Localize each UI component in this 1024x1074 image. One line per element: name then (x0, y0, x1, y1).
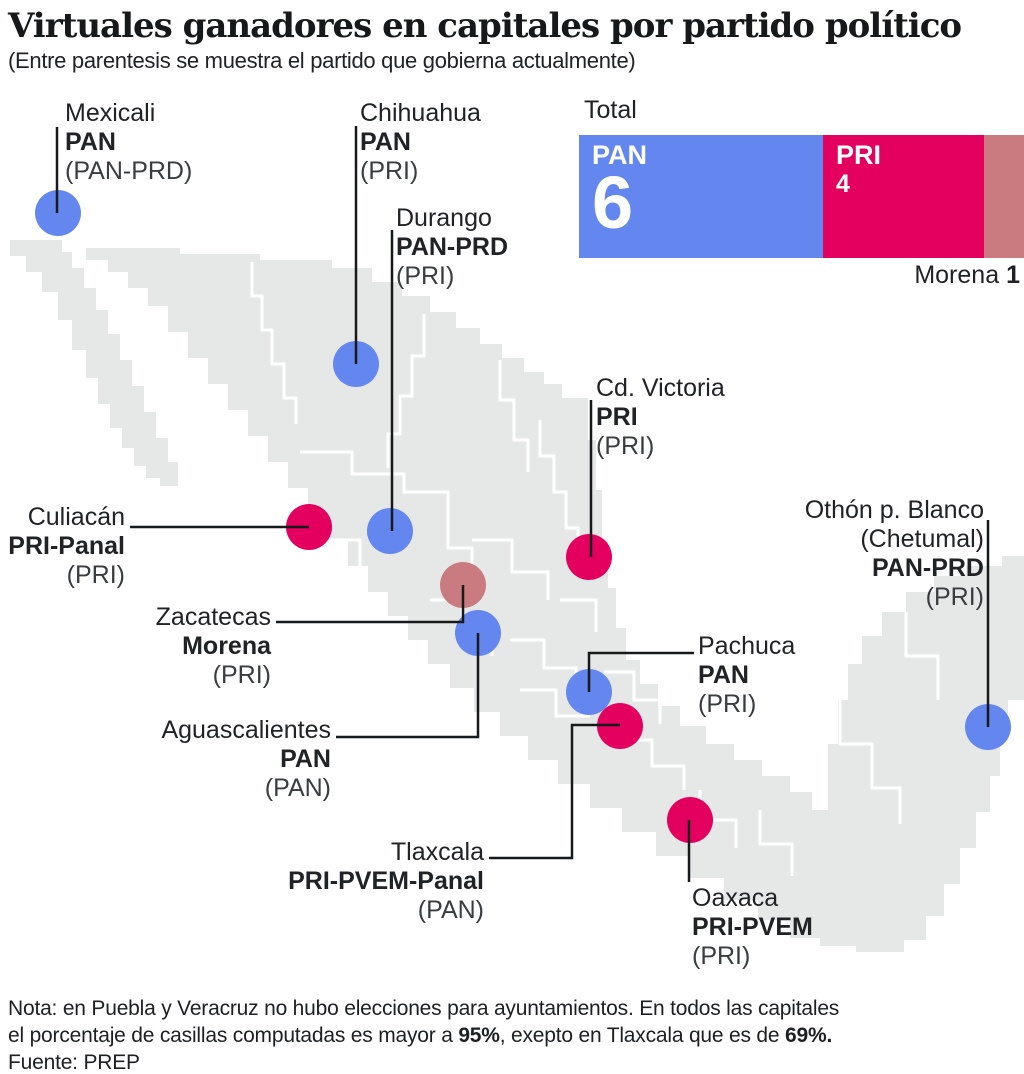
city-incumbent-party: (PRI) (66, 561, 125, 589)
bar-segment-pri: PRI 4 (823, 135, 984, 258)
city-name-alt: (Chetumal) (860, 525, 984, 553)
city-incumbent-party: (PRI) (360, 157, 419, 185)
city-name: Tlaxcala (390, 838, 484, 866)
city-incumbent-party: (PRI) (596, 432, 655, 460)
city-label-durango: Durango PAN-PRD (PRI) (396, 204, 508, 291)
footnote: Nota: en Puebla y Veracruz no hubo elecc… (8, 995, 839, 1074)
total-bar: PAN 6 PRI 4 (579, 135, 1024, 258)
baja-california-shape (10, 240, 178, 486)
city-winner-party: PAN (280, 745, 331, 773)
leader-lines (55, 126, 990, 882)
city-label-chihuahua: Chihuahua PAN (PRI) (360, 99, 481, 186)
bar-segment-pan-value: 6 (592, 161, 633, 245)
footnote-line1: Nota: en Puebla y Veracruz no hubo elecc… (8, 997, 840, 1020)
city-label-pachuca: Pachuca PAN (PRI) (698, 632, 795, 719)
bar-segment-morena (984, 135, 1024, 258)
city-name: Cd. Victoria (596, 374, 725, 402)
city-incumbent-party: (PRI) (925, 583, 984, 611)
morena-annotation: Morena 1 (914, 261, 1020, 290)
bar-segment-pan: PAN 6 (579, 135, 823, 258)
city-winner-party: PRI-PVEM (692, 913, 813, 941)
city-winner-party: PAN-PRD (396, 233, 509, 261)
city-incumbent-party: (PAN-PRD) (65, 157, 193, 185)
city-winner-party: PRI-PVEM-Panal (288, 867, 484, 895)
city-winner-party: PAN (360, 128, 411, 156)
city-winner-party: PRI (596, 403, 638, 431)
leader-tlaxcala (489, 723, 620, 860)
leader-zacatecas (276, 585, 465, 624)
page-subtitle: (Entre parentesis se muestra el partido … (8, 48, 636, 73)
source-line: Fuente: PREP (8, 1051, 140, 1074)
city-label-zacatecas: Zacatecas Morena (PRI) (156, 603, 271, 690)
city-name: Zacatecas (155, 603, 271, 631)
city-dot-durango (367, 508, 413, 554)
morena-annotation-label: Morena (914, 261, 1000, 289)
city-dot-cd-victoria (566, 534, 612, 580)
page-title: Virtuales ganadores en capitales por par… (8, 6, 962, 46)
footnote-line2: el porcentaje de casillas computadas es … (8, 1024, 833, 1047)
city-name: Pachuca (698, 632, 796, 660)
city-label-oaxaca: Oaxaca PRI-PVEM (PRI) (692, 884, 813, 971)
bar-segment-pri-label: PRI (836, 140, 882, 170)
city-label-tlaxcala: Tlaxcala PRI-PVEM-Panal (PAN) (288, 838, 484, 925)
city-name: Aguascalientes (161, 716, 331, 744)
city-name: Culiacán (27, 503, 125, 531)
mexico-mainland-shape (86, 248, 1024, 952)
leader-pachuca (587, 651, 694, 692)
leader-aguascalientes (336, 633, 480, 739)
city-label-othon-p-blanco: Othón p. Blanco (Chetumal) PAN-PRD (PRI) (805, 496, 984, 612)
city-label-culiacan: Culiacán PRI-Panal (PRI) (8, 503, 125, 590)
city-winner-party: PAN (698, 661, 749, 689)
city-winner-party: PRI-Panal (8, 532, 125, 560)
bar-segment-pan-label: PAN (592, 140, 648, 170)
bar-segment-pri-value: 4 (836, 170, 850, 199)
city-name: Oaxaca (692, 884, 779, 912)
city-name: Mexicali (65, 99, 156, 127)
city-name: Othón p. Blanco (804, 496, 984, 524)
city-winner-party: PAN-PRD (871, 554, 984, 582)
city-incumbent-party: (PRI) (396, 262, 455, 290)
city-winner-party: Morena (182, 632, 271, 660)
total-label: Total (584, 96, 637, 124)
morena-annotation-value: 1 (1006, 261, 1020, 289)
city-label-cd-victoria: Cd. Victoria PRI (PRI) (596, 374, 725, 461)
city-label-mexicali: Mexicali PAN (PAN-PRD) (65, 99, 192, 186)
city-incumbent-party: (PRI) (212, 661, 271, 689)
city-incumbent-party: (PRI) (692, 942, 751, 970)
city-name: Durango (396, 204, 492, 232)
city-label-aguascalientes: Aguascalientes PAN (PAN) (161, 716, 331, 803)
city-winner-party: PAN (65, 128, 116, 156)
city-dots (35, 190, 1011, 843)
city-incumbent-party: (PAN) (264, 774, 331, 802)
city-incumbent-party: (PAN) (417, 896, 484, 924)
city-incumbent-party: (PRI) (698, 690, 757, 718)
city-name: Chihuahua (360, 99, 481, 127)
